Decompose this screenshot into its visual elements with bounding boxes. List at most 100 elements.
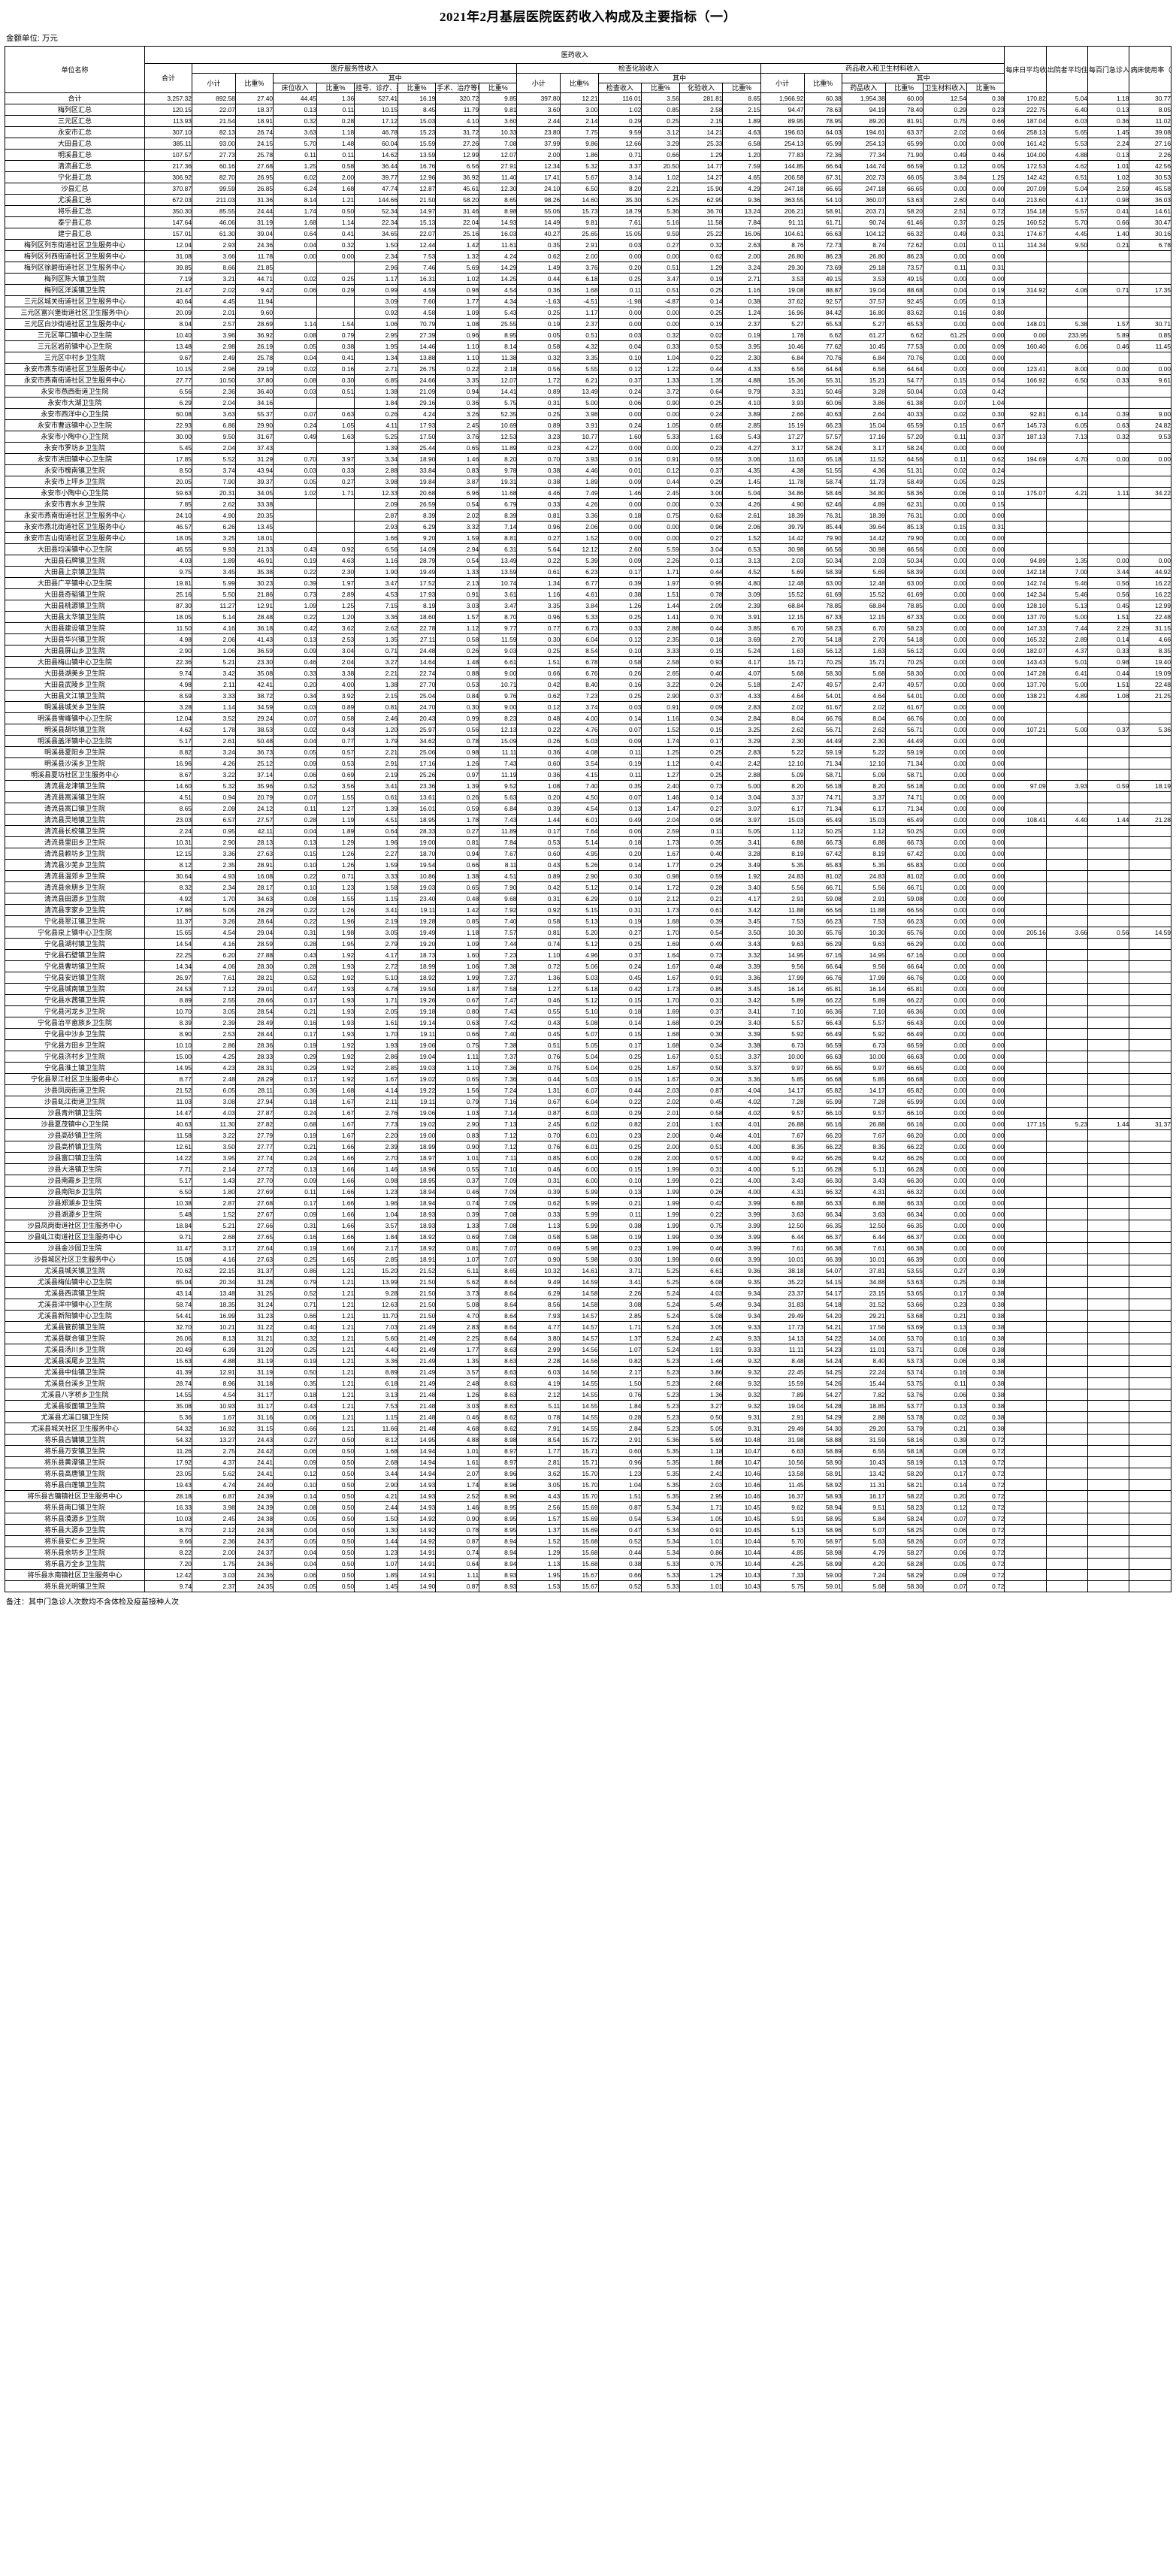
row-cell: 9.34 (722, 1310, 761, 1323)
row-cell: 66.63 (803, 1051, 842, 1063)
table-row: 宁化县安远镇卫生院 26.97 7.61 28.21 0.52 1.92 5.10 18.92… (4, 972, 1171, 984)
row-cell: 0.38 (516, 476, 561, 488)
row-cell: 0.89 (516, 419, 561, 432)
row-cell: 7.13 (479, 1118, 518, 1131)
row-cell: 18.93 (397, 1220, 437, 1232)
row-cell: 5.24 (641, 1287, 680, 1300)
row-cell: 5.12 (560, 938, 599, 951)
row-cell: 9.79 (722, 385, 761, 398)
row-cell: 0.26 (679, 679, 724, 691)
row-cell: 4.31 (841, 1186, 886, 1199)
row-cell: 15.71 (560, 1456, 599, 1469)
row-cell: 0.60 (679, 1253, 724, 1266)
row-cell (1004, 1524, 1047, 1537)
row-cell: 4.70 (1045, 453, 1089, 466)
row-cell: 7.37 (479, 1051, 518, 1063)
row-cell: 0.00 (922, 814, 967, 827)
row-cell: 1.34 (354, 352, 398, 364)
row-cell: 3.32 (435, 521, 480, 534)
row-cell: 0.55 (516, 1005, 561, 1018)
row-cell: 1.59 (354, 859, 398, 872)
row-cell: 0.00 (966, 1231, 1005, 1244)
row-cell: 11.50 (144, 622, 192, 635)
row-cell: 4.26 (191, 757, 236, 770)
row-cell: 65.18 (803, 453, 842, 466)
table-row: 梅列区徐碧街道社区卫生服务中心 39.85 8.66 21.85 2.96 7.46 5.6… (4, 262, 1171, 274)
row-cell: 2.89 (316, 588, 355, 601)
row-cell: 4.26 (560, 498, 599, 511)
row-cell: 0.79 (435, 1096, 480, 1108)
row-cell: 5.85 (760, 1073, 805, 1086)
row-cell: 0.31 (273, 1220, 317, 1232)
row-cell: 4.64 (841, 690, 886, 703)
row-cell: 9.20 (397, 532, 437, 545)
row-cell: 0.00 (922, 701, 967, 714)
row-cell: 94.89 (1004, 555, 1047, 567)
row-cell: 1.67 (316, 1096, 355, 1108)
row-cell (1087, 532, 1130, 545)
row-cell (1004, 1175, 1047, 1187)
row-cell: 6.24 (273, 183, 317, 195)
row-cell: 1.70 (354, 1028, 398, 1041)
row-cell (1045, 1479, 1089, 1492)
row-cell: 9.50 (191, 431, 236, 443)
row-unit-name: 清流县嵩口镇卫生院 (4, 803, 146, 815)
row-cell: 11.88 (841, 904, 886, 917)
row-unit-name: 明溪县汇总 (4, 149, 146, 162)
row-cell (1045, 1513, 1089, 1525)
row-cell: 19.81 (144, 577, 192, 590)
row-cell: 0.00 (966, 679, 1005, 691)
row-cell: 34.59 (234, 701, 274, 714)
row-cell: 8.64 (479, 1276, 518, 1289)
row-cell: 3.98 (354, 476, 398, 488)
row-cell: 4.98 (144, 633, 192, 646)
row-cell: 14.91 (397, 1558, 437, 1571)
row-cell: 8.39 (144, 1017, 192, 1029)
row-cell: 0.17 (273, 994, 317, 1007)
row-cell: 8.96 (479, 1468, 518, 1480)
row-cell: 0.06 (922, 1355, 967, 1368)
row-cell: 11.37 (144, 915, 192, 928)
row-cell (1087, 1186, 1130, 1199)
row-cell: 0.56 (516, 363, 561, 376)
row-cell: 3.66 (1045, 927, 1089, 939)
row-cell: 1.36 (316, 92, 355, 105)
row-cell: 8.13 (191, 1332, 236, 1345)
row-cell: 8.19 (760, 848, 805, 860)
row-cell: 58.97 (803, 1535, 842, 1548)
row-cell: 53.73 (884, 1355, 924, 1368)
table-row: 尤溪县溪尾乡卫生院 15.63 4.88 31.19 0.19 1.21 3.36 21.49… (4, 1355, 1171, 1368)
row-cell (1087, 1084, 1130, 1097)
row-cell: 0.11 (597, 1208, 642, 1221)
row-cell: 12.10 (841, 757, 886, 770)
row-cell: 6.56 (144, 385, 192, 398)
row-cell: 19.06 (397, 1107, 437, 1120)
row-cell: 0.61 (354, 791, 398, 804)
row-cell: 0.05 (922, 476, 967, 488)
row-cell: 0.00 (922, 1051, 967, 1063)
row-cell: 4.54 (479, 284, 518, 297)
row-cell: 4.25 (760, 1558, 805, 1571)
row-cell: 7.58 (479, 983, 518, 996)
row-cell: 0.66 (597, 1569, 642, 1582)
row-cell (1004, 712, 1047, 725)
row-cell: 2.00 (641, 1141, 680, 1153)
row-cell: 0.00 (966, 1051, 1005, 1063)
row-cell: 26.85 (234, 183, 274, 195)
row-cell: 10.45 (722, 1513, 761, 1525)
row-cell: 15.08 (144, 1253, 192, 1266)
row-cell: 24.15 (234, 138, 274, 150)
row-cell (1129, 1276, 1171, 1289)
row-cell: 672.03 (144, 194, 192, 207)
row-cell: 1.04 (354, 1208, 398, 1221)
row-cell: 22.24 (841, 1366, 886, 1379)
row-cell: 0.35 (273, 1377, 317, 1390)
row-cell (1004, 1434, 1047, 1447)
row-cell: 0.22 (435, 363, 480, 376)
row-cell (1004, 848, 1047, 860)
row-cell: 397.80 (516, 92, 561, 105)
row-cell: 1.21 (316, 1400, 355, 1413)
row-cell: 0.00 (922, 498, 967, 511)
row-cell: 5.38 (1045, 318, 1089, 331)
row-cell: 5.35 (641, 1490, 680, 1503)
